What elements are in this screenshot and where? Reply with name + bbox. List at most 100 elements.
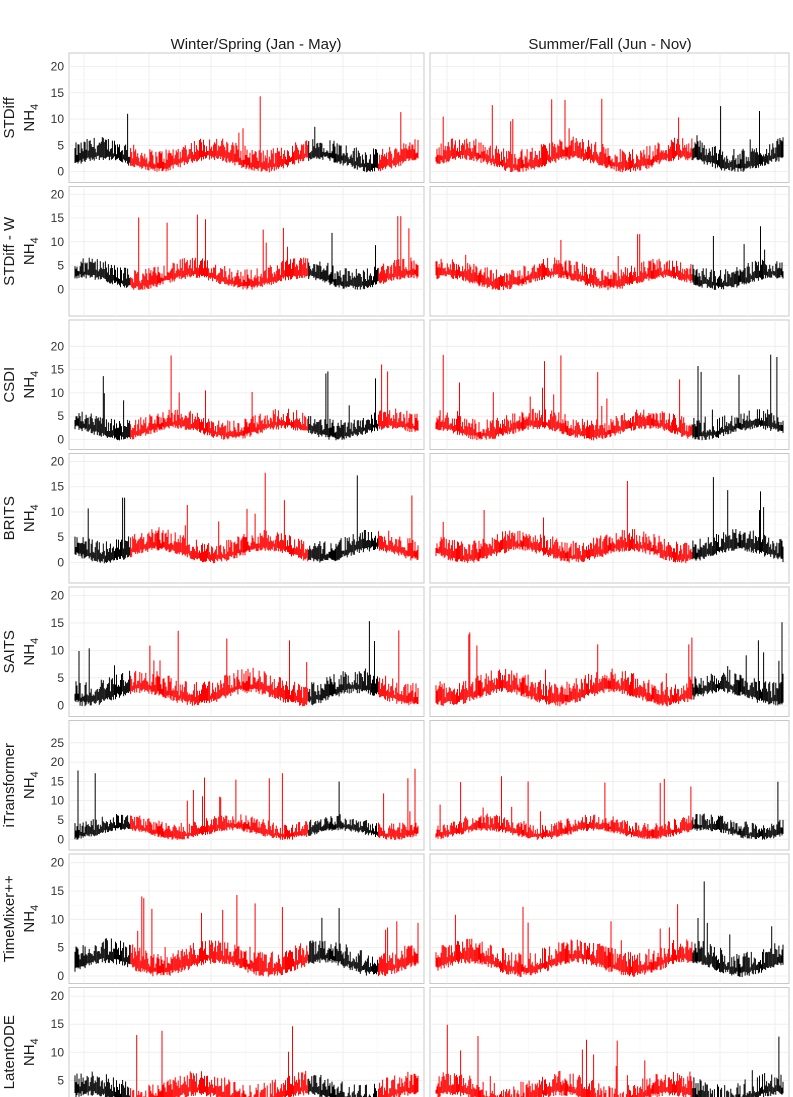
panel-frame: [429, 586, 790, 717]
imputed-series: [130, 214, 419, 290]
y-tick-label: 15: [51, 774, 65, 788]
y-tick-label: 5: [57, 813, 64, 827]
imputed-series: [130, 96, 419, 173]
observed-series: [74, 475, 378, 564]
imputed-series: [130, 895, 419, 977]
y-tick-label: 0: [57, 165, 64, 179]
panel-timemixer--summer-fall: [429, 853, 790, 984]
imputed-series: [435, 481, 693, 564]
observed-series: [692, 477, 784, 563]
y-tick-label: 5: [57, 671, 64, 685]
panel-stdiff-winter-spring: 0 5 10 15 20: [51, 52, 425, 183]
observed-series: [692, 781, 784, 840]
y-tick-label: 10: [51, 235, 65, 249]
observed-series: [692, 106, 784, 172]
y-tick-label: 15: [51, 86, 65, 100]
row-model-label: SAITS: [1, 630, 18, 673]
y-tick-label: 15: [51, 884, 65, 898]
row-unit-subscript: 4: [29, 504, 41, 510]
panel-csdi-winter-spring: 0 5 10 15 20: [51, 319, 425, 450]
y-tick-label: 5: [57, 409, 64, 423]
y-tick-label: 25: [51, 736, 65, 750]
panel-brits-winter-spring: 0 5 10 15 20: [51, 453, 425, 584]
row-model-label: BRITS: [1, 496, 18, 540]
row-unit-label: NH4: [21, 638, 41, 666]
panel-frame: [68, 586, 425, 717]
observed-series: [692, 226, 784, 290]
imputed-series: [130, 630, 419, 707]
panel-frame: [429, 453, 790, 584]
panel-csdi-summer-fall: [429, 319, 790, 450]
column-title-summer-fall: Summer/Fall (Jun - Nov): [528, 36, 691, 53]
imputed-series: [130, 355, 419, 440]
panel-itransformer-winter-spring: 0 5 10 15 20 25: [51, 720, 425, 851]
row-unit-label: NH4: [21, 104, 41, 132]
row-unit-subscript: 4: [29, 237, 41, 243]
y-tick-label: 20: [51, 588, 65, 602]
y-tick-label: 0: [57, 282, 64, 296]
y-tick-label: 5: [57, 530, 64, 544]
column-title-winter-spring: Winter/Spring (Jan - May): [171, 36, 342, 53]
observed-series: [74, 908, 378, 976]
panel-frame: [429, 186, 790, 317]
row-unit-label: NH4: [21, 371, 41, 399]
observed-series: [74, 621, 378, 707]
y-tick-label: 20: [51, 455, 65, 469]
row-model-label: STDiff: [1, 96, 18, 138]
y-tick-label: 10: [51, 505, 65, 519]
y-tick-label: 5: [57, 138, 64, 152]
row-unit-label: NH4: [21, 771, 41, 799]
observed-series: [74, 232, 378, 290]
y-tick-label: 20: [51, 856, 65, 870]
imputed-series: [130, 472, 419, 564]
observed-series: [74, 371, 378, 441]
y-tick-label: 10: [51, 912, 65, 926]
y-tick-label: 5: [57, 941, 64, 955]
row-brits: 0 5 10 15 20 BRITS NH4: [1, 453, 790, 584]
y-tick-label: 20: [51, 60, 65, 74]
panel-frame: [68, 186, 425, 317]
y-tick-label: 15: [51, 363, 65, 377]
y-tick-label: 0: [57, 433, 64, 447]
y-tick-label: 20: [51, 339, 65, 353]
y-tick-label: 20: [51, 755, 65, 769]
row-model-label: STDiff - W: [1, 216, 18, 286]
panel-stdiff-w-winter-spring: 0 5 10 15 20: [51, 186, 425, 317]
imputed-series: [435, 632, 693, 707]
imputed-series: [435, 234, 693, 291]
y-tick-label: 0: [57, 969, 64, 983]
imputed-series: [435, 354, 693, 441]
row-model-label: CSDI: [1, 367, 18, 403]
observed-series: [74, 770, 378, 840]
panel-saits-winter-spring: 0 5 10 15 20: [51, 586, 425, 717]
row-unit-label: NH4: [21, 504, 41, 532]
panel-saits-summer-fall: [429, 586, 790, 717]
imputed-series: [435, 776, 693, 840]
panel-brits-summer-fall: [429, 453, 790, 584]
y-tick-label: 0: [57, 555, 64, 569]
panel-timemixer--winter-spring: 0 5 10 15 20: [51, 853, 425, 984]
y-tick-label: 20: [51, 187, 65, 201]
row-saits: 0 5 10 15 20 SAITS NH4: [1, 586, 790, 717]
row-model-label: iTransformer: [1, 743, 18, 827]
y-tick-label: 15: [51, 480, 65, 494]
row-stdiff-w: 0 5 10 15 20 STDiff - W NH4: [1, 186, 790, 317]
observed-series: [692, 622, 784, 706]
y-tick-label: 10: [51, 643, 65, 657]
row-unit-subscript: 4: [29, 104, 41, 110]
y-tick-label: 10: [51, 386, 65, 400]
y-tick-label: 15: [51, 616, 65, 630]
y-tick-label: 15: [51, 211, 65, 225]
row-stdiff: 0 5 10 15 20 STDiff NH4: [1, 52, 790, 183]
row-itransformer: 0 5 10 15 20 25 iTransformer NH4: [1, 720, 790, 851]
y-tick-label: 5: [57, 259, 64, 273]
row-unit-label: NH4: [21, 237, 41, 265]
imputed-series: [435, 904, 693, 977]
y-tick-label: 0: [57, 698, 64, 712]
row-csdi: 0 5 10 15 20 CSDI NH4: [1, 319, 790, 450]
y-tick-label: 10: [51, 112, 65, 126]
row-unit-subscript: 4: [29, 771, 41, 777]
